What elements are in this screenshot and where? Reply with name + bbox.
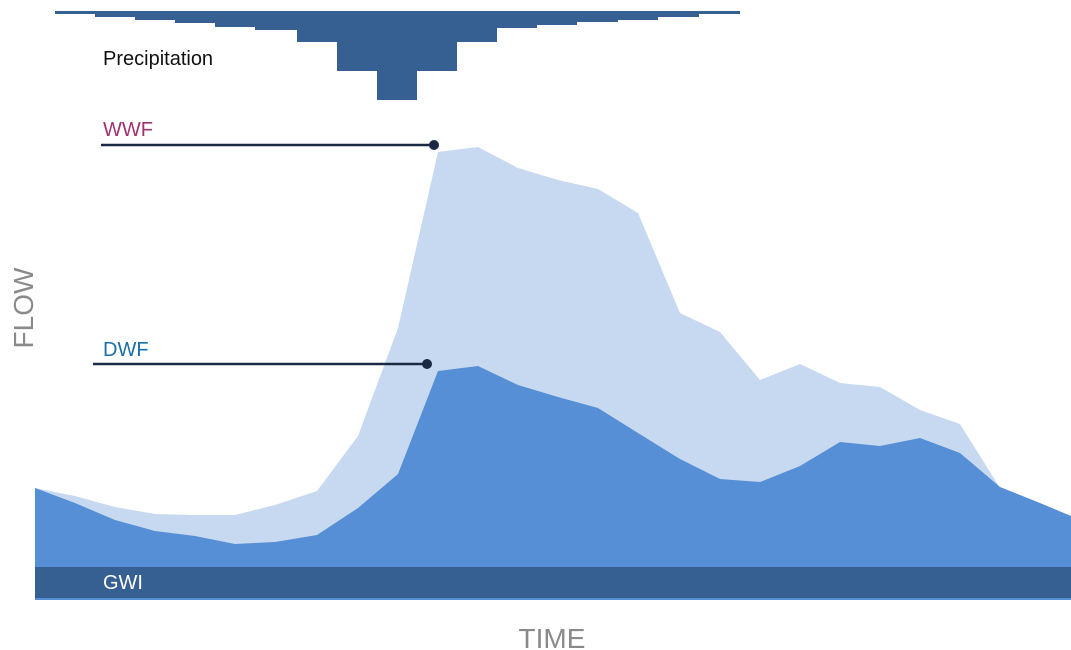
precip-bar <box>377 11 417 100</box>
precip-bar <box>417 11 457 71</box>
dwf-area <box>35 366 1071 600</box>
dwf-leader-dot <box>422 359 432 369</box>
precip-bar <box>577 11 618 22</box>
precipitation-label: Precipitation <box>103 48 213 70</box>
precip-bar <box>618 11 658 20</box>
precip-bar <box>95 11 135 17</box>
x-axis-label: TIME <box>519 623 586 650</box>
precip-bar <box>337 11 377 71</box>
precip-bar <box>215 11 255 27</box>
precip-bar <box>457 11 497 42</box>
precip-bar <box>175 11 215 23</box>
precip-bar <box>537 11 577 25</box>
y-axis-label: FLOW <box>8 267 39 348</box>
precip-bar <box>497 11 537 28</box>
gwi-band <box>35 567 1071 598</box>
precip-bar <box>135 11 175 20</box>
wwf-leader-dot <box>429 140 439 150</box>
precip-bar <box>297 11 337 42</box>
wwf-leader <box>101 140 439 150</box>
precip-bar <box>658 11 699 17</box>
wwf-label: WWF <box>103 119 153 141</box>
dwf-label: DWF <box>103 339 149 361</box>
precip-bar <box>255 11 297 30</box>
gwi-label: GWI <box>103 572 143 594</box>
